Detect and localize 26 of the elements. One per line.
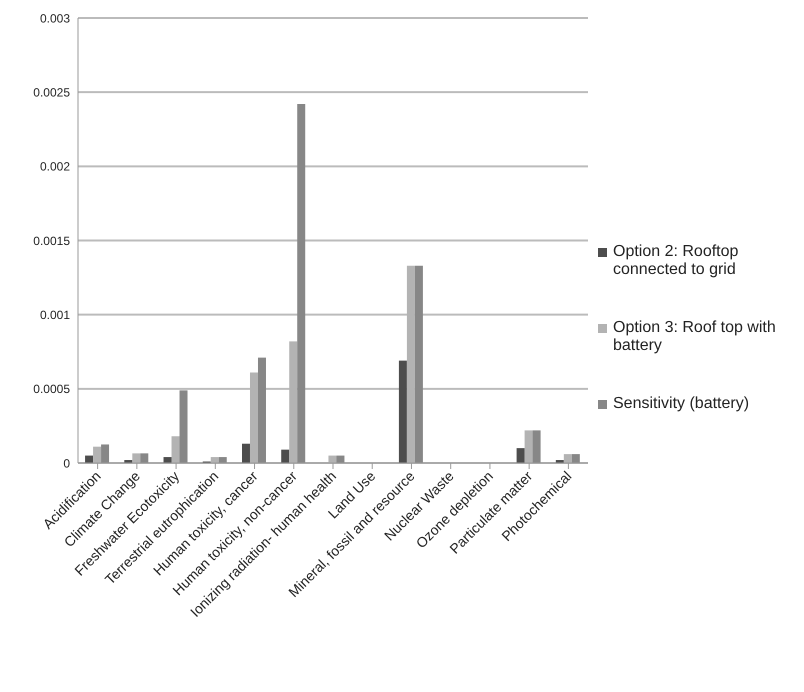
bar	[297, 104, 306, 463]
bar	[164, 457, 172, 463]
legend-label: Option 3: Roof top with battery	[613, 319, 777, 355]
y-tick-label: 0	[63, 456, 70, 470]
bar	[218, 457, 227, 463]
legend-label: Option 2: Rooftop connected to grid	[613, 243, 740, 279]
bar	[572, 454, 580, 463]
y-tick-label: 0.0015	[33, 234, 70, 248]
bar	[180, 390, 188, 463]
bar	[336, 456, 344, 463]
bar	[242, 444, 250, 463]
bar	[398, 360, 407, 463]
y-tick-label: 0.0025	[33, 85, 70, 100]
y-tick-label: 0.002	[40, 160, 70, 174]
bar	[532, 430, 541, 463]
bar	[140, 453, 148, 463]
y-tick-label: 0.003	[40, 11, 70, 26]
bar	[516, 448, 525, 463]
bar	[101, 444, 110, 463]
bar	[414, 266, 423, 463]
bar	[281, 450, 290, 463]
bar	[85, 456, 94, 463]
y-tick-label: 0.0005	[33, 382, 70, 396]
bar	[258, 358, 266, 463]
legend-label: Sensitivity (battery)	[613, 395, 750, 413]
y-tick-label: 0.001	[40, 308, 70, 322]
